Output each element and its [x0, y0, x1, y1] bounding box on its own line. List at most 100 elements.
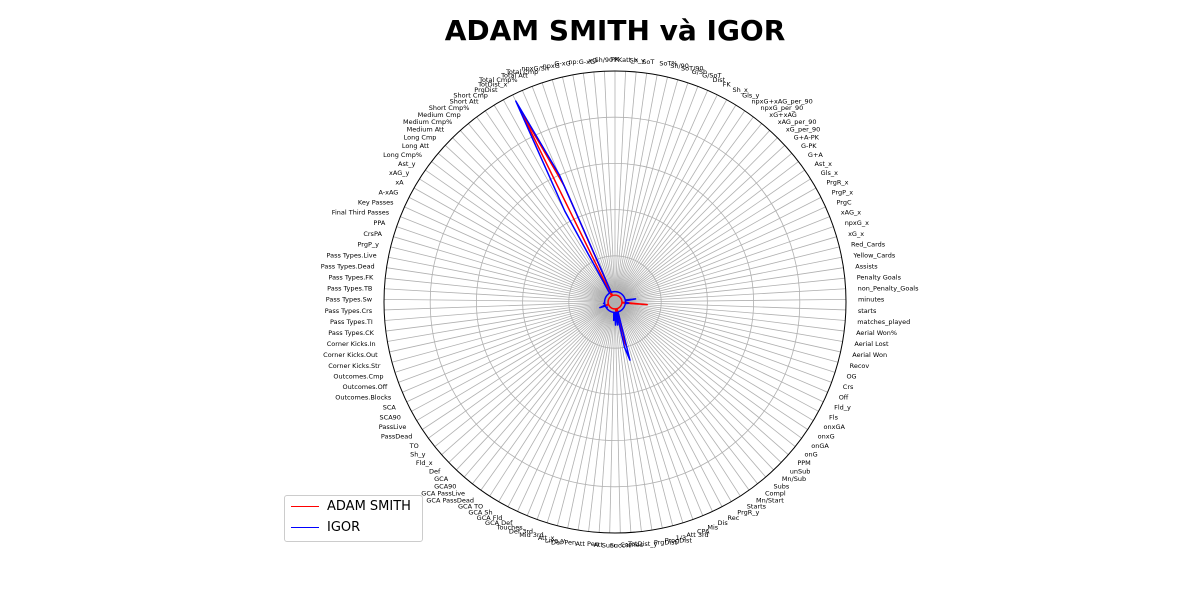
grid-spoke [396, 226, 616, 303]
grid-spoke [406, 301, 616, 403]
legend-swatch-red [291, 506, 319, 507]
spoke-label: Key Passes [358, 198, 394, 206]
spoke-label: TotDist_x [477, 81, 507, 89]
spoke-label: Sh/90 [594, 56, 613, 64]
spoke-label: Rec [728, 514, 740, 522]
grid-spoke [448, 301, 616, 463]
grid-spoke [614, 277, 845, 303]
spoke-label: Final Third Passes [332, 209, 390, 217]
grid-spoke [614, 301, 767, 478]
spoke-label: Carries [620, 541, 644, 549]
spoke-label: GCA Def [485, 519, 513, 527]
grid-spoke [614, 74, 658, 303]
spoke-label: minutes [858, 296, 885, 304]
spoke-label: Pass Types.TB [327, 285, 372, 293]
spoke-label: GCA TO [458, 503, 483, 511]
spoke-label: Def [429, 467, 441, 475]
grid-spoke [551, 79, 616, 303]
grid-spoke [614, 152, 793, 303]
spoke-label: Att 3rd [686, 531, 708, 539]
grid-spoke [614, 73, 648, 303]
spoke-label: xAG_y [389, 169, 409, 177]
grid-spoke [614, 267, 844, 303]
spoke-label: Gls_x [821, 169, 838, 177]
spoke-label: Red_Cards [851, 241, 886, 249]
grid-spoke [384, 301, 616, 311]
spoke-label: Dis [718, 519, 729, 527]
grid-spoke [472, 301, 616, 485]
spoke-label: ProgDist [665, 536, 693, 544]
spoke-label: Pass Types.Live [326, 251, 376, 259]
grid-spoke [408, 197, 616, 303]
grid-spoke [394, 301, 616, 373]
grid-spoke [614, 90, 709, 303]
grid-spoke [614, 178, 811, 303]
spoke-label: Att_x [538, 534, 555, 542]
spoke-label: G-xG [554, 60, 570, 68]
spoke-label: PrgR_y [737, 508, 759, 516]
series-line-igor [515, 100, 637, 361]
spoke-label: PrgR_x [826, 179, 848, 187]
grid-spoke [614, 301, 846, 311]
spoke-label: Pass Types.Crs [325, 307, 373, 315]
grid-spoke [468, 123, 616, 303]
grid-spoke [614, 104, 737, 303]
spoke-label: Att Pen [576, 540, 599, 548]
spoke-label: Aerial Lost [854, 340, 889, 348]
grid-spoke [526, 301, 616, 516]
grid-spoke [419, 178, 616, 303]
spoke-label: PKatt_x [614, 56, 638, 64]
outer-ring [383, 70, 847, 534]
grid-spoke [614, 301, 694, 520]
spoke-label: PPA [373, 219, 385, 227]
spoke-label: unSub [790, 467, 811, 475]
spoke-label: npxG+xAG_per_90 [751, 97, 812, 105]
grid-spoke [614, 301, 796, 447]
grid-spoke [489, 301, 616, 497]
grid-spoke [422, 301, 616, 430]
grid-ring [429, 116, 801, 488]
spoke-label: Ast_y [398, 160, 416, 168]
grid-spoke [404, 206, 616, 303]
grid-spoke [398, 301, 616, 383]
spoke-label: Medium Cmp% [403, 118, 452, 126]
grid-spoke [577, 301, 616, 531]
spoke-label: CrsPA [363, 230, 382, 238]
spoke-label: PrgP_x [832, 188, 854, 196]
grid-spoke [614, 130, 770, 303]
spoke-label: Total Cmp [505, 68, 538, 76]
spoke-label: xA [395, 179, 404, 187]
spoke-label: Mn/Start [756, 496, 784, 504]
spoke-label: G+A-PK [794, 134, 820, 142]
grid-spoke [425, 169, 616, 303]
grid-spoke [614, 301, 832, 383]
grid-spoke [476, 116, 616, 303]
grid-spoke [531, 86, 616, 303]
spoke-label: SoT [642, 58, 654, 66]
spoke-label: Mid 3rd [519, 531, 543, 539]
spoke-label: PrgDist [474, 86, 498, 94]
spoke-label: Long Cmp% [383, 151, 422, 159]
spoke-label: SoT/90 [681, 65, 704, 73]
grid-spoke [614, 187, 817, 303]
spoke-label: Corner Kicks.Str [328, 362, 380, 370]
spoke-label: Sh_x [732, 86, 747, 94]
legend-item-adam-smith: ADAM SMITH [291, 497, 411, 517]
grid-spoke [614, 301, 819, 412]
spoke-label: Pass Types.Dead [321, 262, 375, 270]
grid-spoke [614, 301, 750, 491]
grid-spoke [614, 301, 704, 516]
spoke-label: GCA PassLive [421, 490, 465, 498]
grid-spoke [614, 301, 846, 321]
spoke-label: onGA [811, 442, 829, 450]
grid-spoke [507, 301, 616, 507]
spoke-label: Aerial Won% [856, 329, 897, 337]
grid-spoke [614, 226, 834, 303]
spoke-label: A-xAG [378, 188, 398, 196]
spoke-label: Att [594, 541, 604, 549]
spoke-label: Sh/90 [670, 62, 689, 70]
grid-spoke [389, 301, 616, 353]
grid-spoke [546, 301, 616, 523]
grid-spoke [614, 256, 842, 303]
